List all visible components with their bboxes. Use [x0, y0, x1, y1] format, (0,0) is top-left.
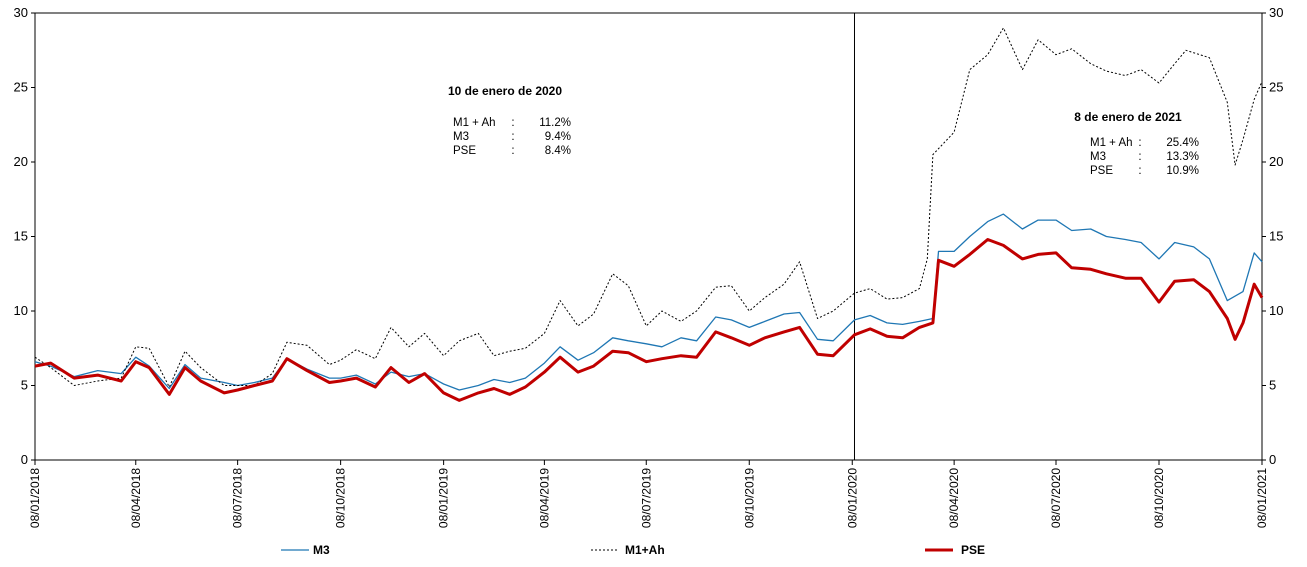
legend-label: PSE — [961, 543, 985, 557]
annotation-row-value: 9.4% — [545, 131, 571, 143]
annotation-row-value: 10.9% — [1166, 165, 1199, 177]
annotation-row-label: PSE — [1090, 165, 1113, 177]
x-tick-label: 08/04/2019 — [537, 468, 551, 528]
y-tick-label-right: 5 — [1269, 378, 1276, 393]
x-tick-label: 08/01/2018 — [28, 468, 42, 528]
y-tick-label-left: 5 — [21, 378, 28, 393]
plot-frame — [34, 12, 1263, 461]
x-tick-label: 08/01/2019 — [437, 468, 451, 528]
annotation-row-label: PSE — [453, 145, 476, 157]
series-line-pse — [34, 238, 1264, 402]
x-tick-label: 08/01/2021 — [1255, 468, 1269, 528]
x-tick-label: 08/07/2018 — [231, 468, 245, 528]
legend-label: M1+Ah — [625, 543, 665, 557]
y-tick-label-left: 20 — [14, 154, 28, 169]
y-tick-label-left: 15 — [14, 229, 28, 244]
x-tick-label: 08/10/2020 — [1152, 468, 1166, 528]
x-tick-label: 08/07/2019 — [639, 468, 653, 528]
legend-label: M3 — [313, 543, 330, 557]
annotation-row-value: 13.3% — [1166, 151, 1199, 163]
y-tick-label-right: 20 — [1269, 154, 1283, 169]
y-tick-label-left: 30 — [14, 5, 28, 20]
y-tick-label-right: 10 — [1269, 303, 1283, 318]
annotation-row-label: M1 + Ah — [453, 117, 496, 129]
annotation-row-sep: : — [511, 145, 514, 157]
annotation-row-sep: : — [1138, 151, 1141, 163]
y-tick-label-right: 15 — [1269, 229, 1283, 244]
y-tick-label-right: 30 — [1269, 5, 1283, 20]
annotation-row-value: 11.2% — [539, 117, 571, 129]
annotation-row-sep: : — [1138, 165, 1141, 177]
series-line-m1ah — [34, 27, 1263, 388]
x-tick-label: 08/07/2020 — [1049, 468, 1063, 528]
y-tick-label-left: 0 — [21, 452, 28, 467]
y-tick-label-left: 10 — [14, 303, 28, 318]
x-tick-label: 08/10/2019 — [742, 468, 756, 528]
y-tick-label-right: 25 — [1269, 80, 1283, 95]
x-tick-label: 08/10/2018 — [334, 468, 348, 528]
x-tick-label: 08/04/2018 — [129, 468, 143, 528]
annotation-row-label: M1 + Ah — [1090, 137, 1133, 149]
series-line-m3 — [34, 213, 1263, 391]
x-tick-label: 08/04/2020 — [947, 468, 961, 528]
annotation-title: 8 de enero de 2021 — [1074, 110, 1182, 124]
annotation-row-sep: : — [1138, 137, 1141, 149]
x-tick-label: 08/01/2020 — [845, 468, 859, 528]
y-tick-label-right: 0 — [1269, 452, 1276, 467]
annotation-row-value: 8.4% — [545, 145, 571, 157]
annotation-row-label: M3 — [1090, 151, 1106, 163]
annotation-row-value: 25.4% — [1166, 137, 1199, 149]
annotation-row-sep: : — [511, 131, 514, 143]
annotation-row-sep: : — [511, 117, 514, 129]
y-tick-label-left: 25 — [14, 80, 28, 95]
annotation-row-label: M3 — [453, 131, 469, 143]
annotation-title: 10 de enero de 2020 — [448, 84, 562, 98]
